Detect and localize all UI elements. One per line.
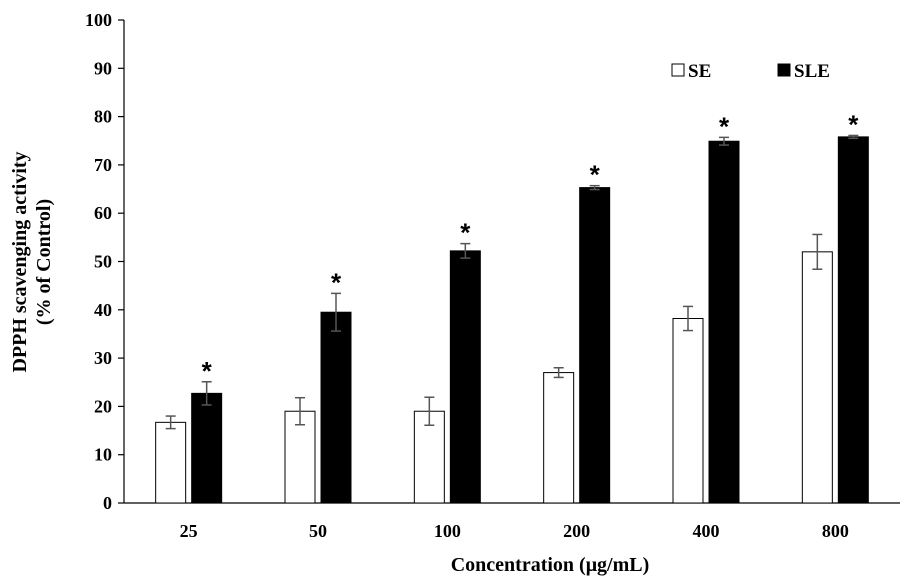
y-tick-label: 80 bbox=[94, 107, 112, 127]
legend-label-sle: SLE bbox=[794, 61, 830, 82]
y-tick-label: 0 bbox=[103, 493, 112, 513]
bar-sle-25 bbox=[191, 392, 223, 504]
significance-marker: * bbox=[460, 218, 471, 248]
bar-sle-200 bbox=[579, 187, 611, 504]
y-tick-label: 90 bbox=[94, 58, 112, 78]
y-tick-label: 30 bbox=[94, 348, 112, 368]
y-tick-label: 10 bbox=[94, 445, 112, 465]
significance-marker: * bbox=[202, 356, 213, 386]
y-tick-label: 70 bbox=[94, 155, 112, 175]
x-axis: 25 50 100 200 400 800 bbox=[124, 502, 900, 541]
bar-se-25 bbox=[155, 421, 187, 504]
bar-sle-100 bbox=[449, 250, 481, 504]
y-axis-title: DPPH scavenging activity (% of Control) bbox=[9, 151, 55, 372]
bar-se-200 bbox=[543, 372, 575, 504]
x-tick-label: 400 bbox=[693, 521, 720, 541]
bar-se-400 bbox=[672, 317, 704, 504]
y-axis-title-line1: DPPH scavenging activity bbox=[9, 151, 31, 372]
bars-group: * * * * * * bbox=[155, 109, 869, 504]
bar-sle-50 bbox=[320, 311, 352, 504]
significance-marker: * bbox=[848, 109, 859, 139]
y-axis-title-line2: (% of Control) bbox=[33, 199, 55, 325]
bar-se-800 bbox=[801, 251, 833, 504]
legend-swatch-sle bbox=[777, 63, 791, 77]
legend-label-se: SE bbox=[688, 61, 711, 82]
x-tick-label: 800 bbox=[822, 521, 849, 541]
y-axis: 0 10 20 30 40 50 60 70 80 90 100 bbox=[85, 10, 125, 513]
y-tick-label: 60 bbox=[94, 203, 112, 223]
x-tick-label: 100 bbox=[434, 521, 461, 541]
y-tick-label: 100 bbox=[85, 10, 112, 30]
significance-marker: * bbox=[331, 267, 342, 297]
bar-se-100 bbox=[413, 410, 445, 504]
y-tick-label: 50 bbox=[94, 252, 112, 272]
y-tick-label: 40 bbox=[94, 300, 112, 320]
x-tick-label: 200 bbox=[563, 521, 590, 541]
legend-swatch-se bbox=[671, 63, 685, 77]
significance-marker: * bbox=[590, 160, 601, 190]
bar-sle-400 bbox=[708, 140, 740, 504]
x-tick-label: 25 bbox=[180, 521, 198, 541]
x-tick-label: 50 bbox=[309, 521, 327, 541]
legend: SE SLE bbox=[671, 61, 830, 82]
bar-sle-800 bbox=[837, 136, 869, 504]
significance-marker: * bbox=[719, 111, 730, 141]
x-axis-title: Concentration (μg/mL) bbox=[451, 554, 650, 576]
y-tick-label: 20 bbox=[94, 396, 112, 416]
